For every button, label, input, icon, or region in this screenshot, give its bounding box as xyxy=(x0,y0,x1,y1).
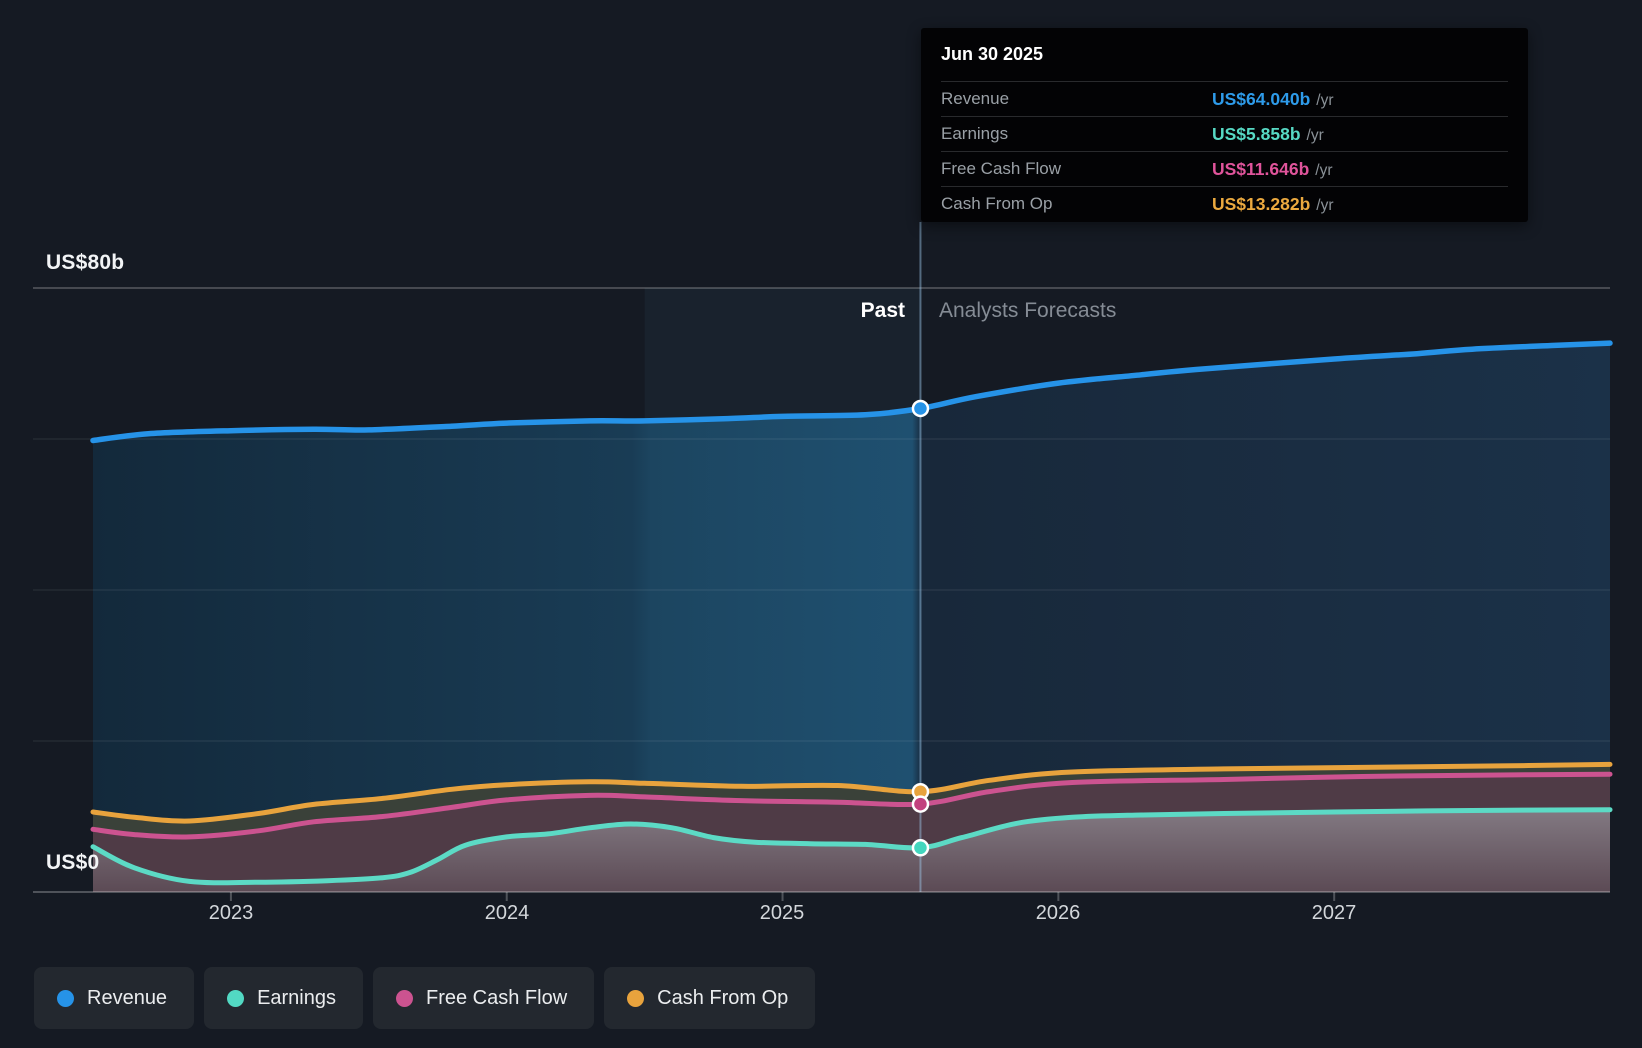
earnings-dot-icon xyxy=(227,989,245,1007)
tooltip-date: Jun 30 2025 xyxy=(941,44,1044,64)
past-region-label: Past xyxy=(860,299,905,322)
earnings-marker xyxy=(911,839,930,857)
hover-tooltip: Jun 30 2025 Revenue US$64.040b /yr Earni… xyxy=(921,28,1528,222)
tooltip-revenue-value: US$64.040b xyxy=(1212,88,1311,109)
legend-item-earnings[interactable]: Earnings xyxy=(204,967,363,1029)
earnings-line xyxy=(90,807,1613,886)
tooltip-cfo-label: Cash From Op xyxy=(941,194,1053,213)
free-cash-flow-marker xyxy=(911,795,930,813)
legend-earnings-label: Earnings xyxy=(257,986,336,1009)
legend-fcf-label: Free Cash Flow xyxy=(426,986,568,1009)
tooltip-fcf-value: US$11.646b xyxy=(1212,158,1310,179)
revenue-area xyxy=(93,343,1610,893)
chart-legend: Revenue Earnings Free Cash Flow Cash Fro… xyxy=(34,967,816,1029)
tooltip-revenue-label: Revenue xyxy=(941,89,1010,108)
revenue-line xyxy=(90,340,1613,444)
revenue-marker xyxy=(911,399,930,418)
free-cash-flow-dot-icon xyxy=(396,989,413,1007)
x-tick-2027: 2027 xyxy=(1311,902,1357,924)
x-tick-2026: 2026 xyxy=(1035,902,1081,924)
x-tick-2024: 2024 xyxy=(484,902,530,924)
legend-item-fcf[interactable]: Free Cash Flow xyxy=(373,967,595,1029)
free-cash-flow-line xyxy=(90,771,1613,840)
x-tick-2025: 2025 xyxy=(759,902,805,924)
tooltip-cfo-value: US$13.282b xyxy=(1212,193,1311,214)
tooltip-fcf-label: Free Cash Flow xyxy=(941,159,1061,178)
analysts-forecasts-region-label: Analysts Forecasts xyxy=(939,299,1117,322)
cash-from-op-dot-icon xyxy=(627,989,645,1007)
cash-from-op-line xyxy=(90,761,1613,824)
x-tick-2023: 2023 xyxy=(208,902,254,924)
revenue-dot-icon xyxy=(57,989,74,1007)
tooltip-earnings-value: US$5.858b xyxy=(1212,123,1301,144)
earnings-area xyxy=(93,809,1610,892)
tooltip-earnings-label: Earnings xyxy=(941,124,1009,143)
tooltip-cfo-suffix: /yr xyxy=(1316,196,1334,214)
tooltip-earnings-suffix: /yr xyxy=(1306,126,1324,144)
tooltip-row-revenue: Revenue US$64.040b /yr xyxy=(941,81,1508,116)
y-axis-zero-label: US$0 xyxy=(46,851,100,874)
tooltip-revenue-suffix: /yr xyxy=(1316,91,1334,109)
legend-item-revenue[interactable]: Revenue xyxy=(34,967,195,1029)
legend-cfo-label: Cash From Op xyxy=(657,986,789,1009)
y-axis-max-label: US$80b xyxy=(46,251,125,274)
legend-revenue-label: Revenue xyxy=(87,986,168,1009)
legend-item-cfo[interactable]: Cash From Op xyxy=(604,967,816,1029)
tooltip-row-cfo: Cash From Op US$13.282b /yr xyxy=(941,186,1508,221)
tooltip-row-earnings: Earnings US$5.858b /yr xyxy=(941,116,1508,151)
tooltip-fcf-suffix: /yr xyxy=(1315,161,1333,179)
tooltip-row-fcf: Free Cash Flow US$11.646b /yr xyxy=(941,151,1508,186)
